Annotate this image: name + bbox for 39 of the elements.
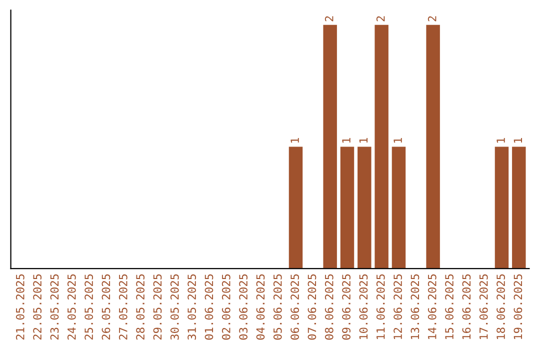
x-tick-label: 02.06.2025 — [222, 274, 230, 340]
x-tick-label: 29.05.2025 — [153, 274, 162, 340]
x-tick-label: 13.06.2025 — [410, 274, 420, 340]
x-tick-label: 04.06.2025 — [256, 274, 265, 340]
x-tick-label: 19.06.2025 — [514, 274, 522, 340]
x-tick-label: 01.06.2025 — [204, 274, 214, 340]
x-tick-label: 09.06.2025 — [342, 274, 350, 340]
data-label: 1 — [514, 138, 522, 143]
x-tick-label: 10.06.2025 — [359, 274, 368, 340]
data-label: 1 — [342, 138, 350, 143]
x-tick-label: 07.06.2025 — [308, 274, 316, 340]
x-tick-label: 27.05.2025 — [118, 274, 128, 340]
x-tick-label: 08.06.2025 — [324, 274, 334, 340]
x-tick-label: 12.06.2025 — [394, 274, 402, 340]
x-tick-label: 16.06.2025 — [462, 274, 471, 340]
x-tick-label: 22.05.2025 — [33, 274, 42, 340]
data-label: 1 — [394, 138, 402, 143]
x-tick-label: 31.05.2025 — [188, 274, 196, 340]
x-tick-label: 17.06.2025 — [479, 274, 488, 340]
data-label: 2 — [376, 16, 385, 22]
x-tick-label: 23.05.2025 — [50, 274, 59, 340]
x-tick-label: 28.05.2025 — [136, 274, 145, 340]
x-tick-label: 06.06.2025 — [290, 274, 299, 340]
x-tick-label: 11.06.2025 — [376, 274, 385, 340]
data-label: 2 — [428, 16, 436, 22]
x-tick-label: 18.06.2025 — [496, 274, 505, 340]
x-tick-label: 03.06.2025 — [239, 274, 248, 340]
x-tick-label: 26.05.2025 — [102, 274, 110, 340]
data-label: 1 — [359, 138, 368, 143]
x-tick-label: 21.05.2025 — [16, 274, 24, 340]
data-label: 2 — [324, 16, 334, 22]
x-tick-label: 14.06.2025 — [428, 274, 436, 340]
x-tick-label: 15.06.2025 — [445, 274, 454, 340]
x-tick-label: 05.06.2025 — [273, 274, 282, 340]
data-label: 1 — [496, 138, 505, 143]
x-tick-label: 24.05.2025 — [67, 274, 76, 340]
x-tick-label: 30.05.2025 — [170, 274, 179, 340]
data-label: 1 — [290, 138, 299, 143]
x-tick-label: 25.05.2025 — [84, 274, 94, 340]
